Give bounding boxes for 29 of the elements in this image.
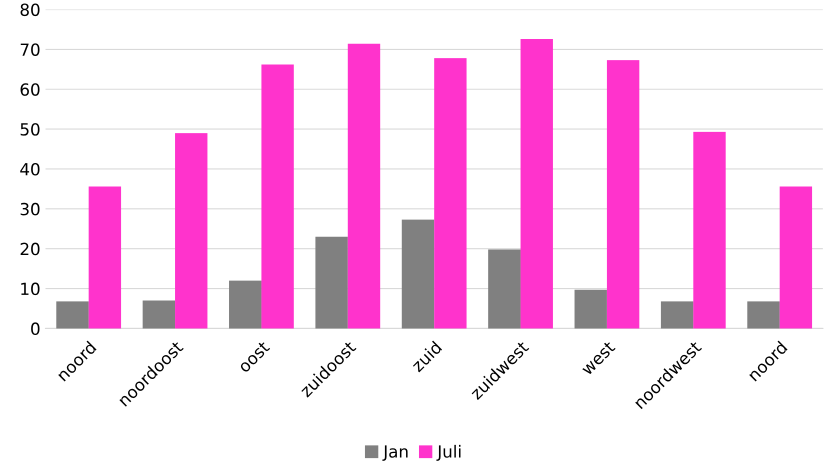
- y-tick-label: 0: [31, 322, 40, 336]
- bar: [747, 301, 780, 328]
- legend-label: Jan: [382, 445, 408, 461]
- bar: [693, 132, 726, 328]
- y-tick-label: 10: [21, 282, 40, 296]
- y-tick-label: 40: [20, 162, 40, 176]
- y-tick-label: 50: [20, 123, 40, 136]
- bar: [88, 186, 122, 328]
- bar: [229, 280, 262, 328]
- bar: [402, 220, 434, 328]
- bar: [488, 250, 521, 328]
- y-tick-label: 30: [20, 202, 40, 216]
- bar: [261, 64, 294, 328]
- bar: [606, 60, 640, 328]
- bar: [574, 290, 607, 328]
- bar: [142, 300, 176, 328]
- bar: [348, 44, 380, 328]
- bar: [780, 186, 812, 328]
- bar: [175, 133, 208, 328]
- legend-label: Juli: [436, 444, 460, 461]
- bar: [56, 301, 89, 328]
- y-tick-label: 20: [20, 242, 40, 256]
- bar: [434, 58, 467, 328]
- y-tick-label: 80: [20, 3, 40, 16]
- bar: [660, 301, 694, 328]
- y-tick-label: 60: [20, 83, 40, 96]
- y-tick-label: 70: [20, 43, 40, 56]
- bar: [520, 39, 553, 328]
- bar: [315, 236, 348, 328]
